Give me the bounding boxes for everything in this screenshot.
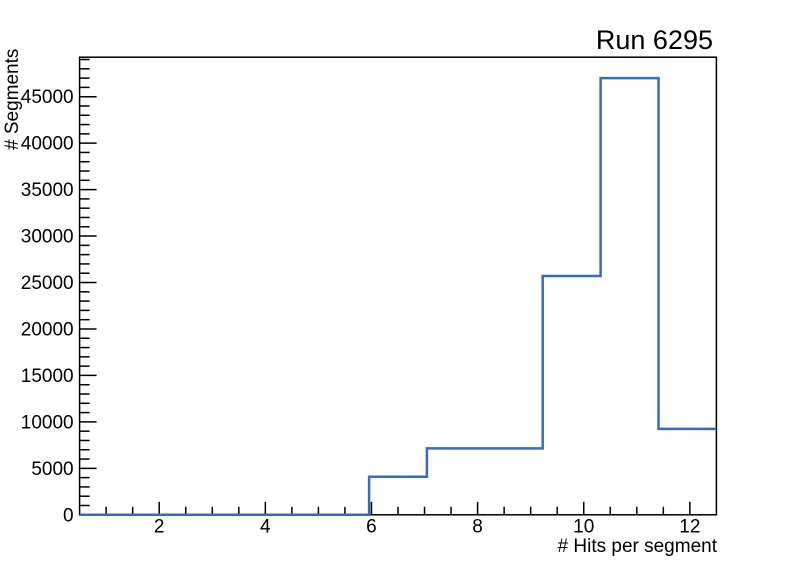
y-tick-label: 40000: [21, 134, 74, 155]
x-tick-label: 2: [154, 516, 165, 537]
y-tick-label: 20000: [21, 319, 74, 340]
x-tick-label: 12: [679, 516, 700, 537]
plot-frame: [78, 56, 718, 516]
y-tick-label: 15000: [21, 366, 74, 387]
x-tick-label: 10: [573, 516, 594, 537]
chart-title: Run 6295: [596, 25, 713, 55]
y-tick-label: 5000: [31, 459, 73, 480]
y-axis-title: # Segments: [2, 49, 23, 150]
x-tick-label: 4: [260, 516, 271, 537]
y-tick-label: 45000: [21, 87, 74, 108]
histogram-line: [79, 76, 717, 517]
x-tick-label: 8: [472, 516, 483, 537]
y-tick-label: 10000: [21, 412, 74, 433]
y-tick-label: 25000: [21, 273, 74, 294]
y-tick-label: 0: [63, 505, 74, 526]
x-axis-title: # Hits per segment: [558, 536, 718, 557]
x-tick-label: 6: [366, 516, 377, 537]
y-tick-label: 30000: [21, 227, 74, 248]
y-tick-label: 35000: [21, 180, 74, 201]
plot-area: 2 4 6 8 10 12 0 5000 10000 15000 20000 25000 30000 35…: [21, 56, 718, 537]
